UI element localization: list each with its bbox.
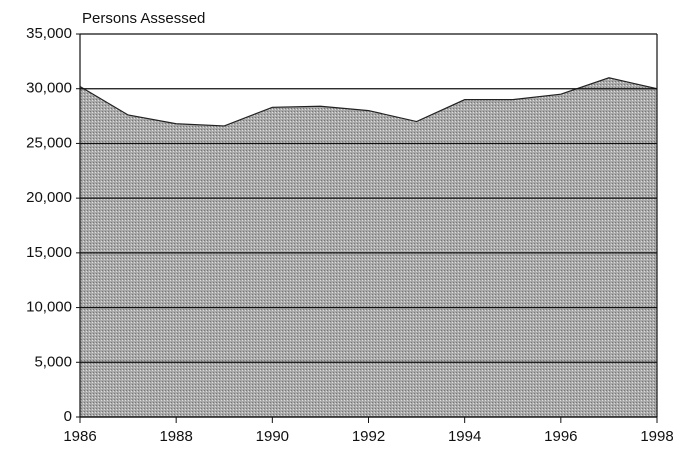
chart-title: Persons Assessed bbox=[82, 10, 205, 27]
x-tick-label: 1998 bbox=[640, 428, 673, 445]
y-tick-label: 5,000 bbox=[34, 353, 72, 370]
x-tick-label: 1990 bbox=[256, 428, 289, 445]
x-tick-label: 1986 bbox=[63, 428, 96, 445]
y-tick-label: 35,000 bbox=[26, 25, 72, 42]
area-line bbox=[79, 77, 658, 127]
area-texture bbox=[80, 77, 657, 418]
y-tick-label: 10,000 bbox=[26, 299, 72, 316]
x-tick-label: 1996 bbox=[544, 428, 577, 445]
y-tick-label: 15,000 bbox=[26, 244, 72, 261]
y-tick-label: 30,000 bbox=[26, 80, 72, 97]
x-tick-label: 1992 bbox=[352, 428, 385, 445]
y-tick-label: 20,000 bbox=[26, 189, 72, 206]
x-tick-label: 1988 bbox=[159, 428, 192, 445]
y-tick-label: 25,000 bbox=[26, 134, 72, 151]
x-tick-label: 1994 bbox=[448, 428, 481, 445]
y-tick-label: 0 bbox=[64, 408, 72, 425]
